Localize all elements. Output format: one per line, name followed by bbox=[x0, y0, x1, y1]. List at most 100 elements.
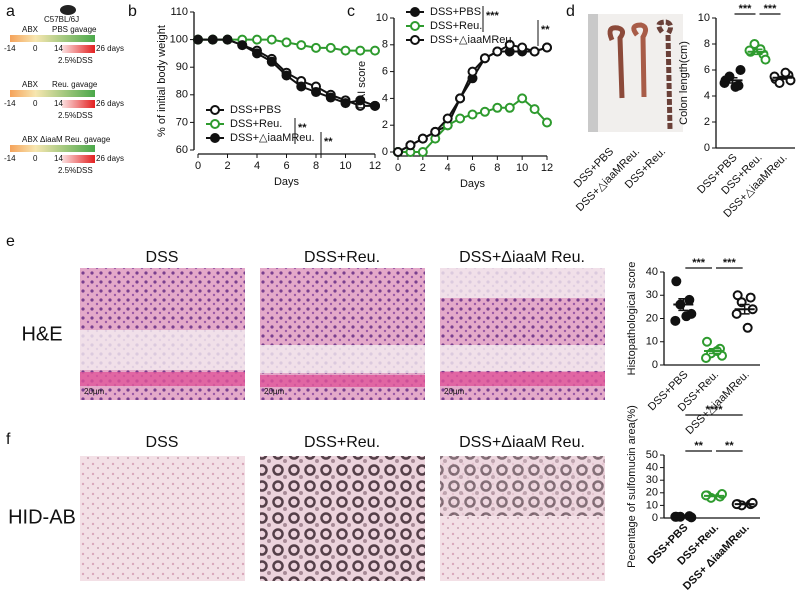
timeline: 14 bbox=[54, 154, 63, 163]
y-tick-label: 60 bbox=[176, 144, 188, 156]
timeline: 26 days bbox=[96, 154, 124, 163]
hid-image bbox=[80, 456, 245, 581]
data-point bbox=[252, 34, 262, 45]
data-point bbox=[671, 276, 682, 287]
data-point bbox=[430, 126, 441, 137]
y-tick-label: 4 bbox=[704, 90, 710, 102]
column-title: DSS+Reu. bbox=[304, 434, 380, 451]
gavage: PBS gavage bbox=[52, 25, 97, 34]
data-point bbox=[780, 67, 791, 78]
data-point bbox=[325, 42, 336, 53]
comparison-label: *** bbox=[764, 3, 778, 15]
legend-label: DSS+PBS bbox=[430, 6, 481, 18]
data-point bbox=[479, 106, 490, 117]
row-label: H&E bbox=[21, 323, 62, 345]
timeline: 0 bbox=[33, 154, 38, 163]
colon-photo: DSS+PBS DSS+△iaaMReu. DSS+Reu. bbox=[572, 14, 683, 214]
data-point bbox=[744, 45, 755, 56]
error-bar bbox=[678, 515, 689, 518]
y-tick-label: 10 bbox=[376, 12, 388, 24]
legend-marker bbox=[210, 133, 220, 143]
data-point bbox=[266, 34, 277, 45]
timeline-bar bbox=[10, 35, 95, 42]
timeline: 14 bbox=[54, 44, 63, 53]
data-point bbox=[492, 102, 503, 113]
data-point bbox=[281, 70, 292, 81]
y-tick-label: 10 bbox=[646, 499, 658, 511]
series-line bbox=[398, 97, 548, 153]
legend-marker bbox=[210, 119, 220, 129]
data-point bbox=[455, 113, 466, 124]
panel-letter: e bbox=[6, 233, 15, 250]
data-point bbox=[529, 46, 540, 57]
error-bar bbox=[739, 303, 750, 315]
mouse-icon bbox=[60, 5, 76, 15]
data-point bbox=[749, 39, 760, 49]
data-point bbox=[417, 147, 428, 157]
error-bar bbox=[727, 77, 738, 84]
y-tick-label: 20 bbox=[646, 487, 658, 499]
scale-label: 20μm bbox=[264, 387, 285, 396]
column-title: DSS+ΔiaaM Reu. bbox=[459, 434, 585, 451]
comparison-label: ** bbox=[694, 440, 703, 452]
error-bar bbox=[709, 494, 719, 498]
x-axis-label: Days bbox=[274, 176, 300, 188]
x-tick-label: 12 bbox=[369, 160, 381, 172]
data-point bbox=[417, 133, 428, 144]
data-point bbox=[237, 40, 248, 51]
data-point bbox=[504, 102, 515, 113]
legend-label: DSS+△iaaMReu. bbox=[430, 34, 515, 46]
data-point bbox=[702, 336, 712, 347]
y-tick-label: 8 bbox=[704, 38, 710, 50]
y-axis-label: Colon length(cm) bbox=[678, 41, 690, 125]
y-tick-label: 20 bbox=[646, 312, 658, 324]
y-tick-label: 70 bbox=[176, 116, 188, 128]
dss-bar bbox=[62, 45, 95, 53]
data-point bbox=[542, 42, 552, 53]
data-point bbox=[340, 45, 351, 56]
data-point bbox=[701, 353, 711, 364]
dss-bar bbox=[62, 155, 95, 163]
data-point bbox=[467, 66, 478, 77]
y-axis-label: % of initial body weight bbox=[156, 25, 168, 137]
data-point bbox=[684, 294, 695, 305]
timeline: -14 bbox=[4, 44, 16, 53]
schematic-row: ABX ΔiaaM Reu. gavage -14 0 14 26 days 2… bbox=[4, 135, 124, 175]
gavage: ΔiaaM Reu. gavage bbox=[40, 135, 111, 144]
data-point bbox=[296, 81, 307, 92]
y-tick-label: 40 bbox=[646, 266, 658, 278]
timeline: 26 days bbox=[96, 44, 124, 53]
dss: 2.5%DSS bbox=[58, 111, 93, 120]
dss: 2.5%DSS bbox=[58, 166, 93, 175]
data-point bbox=[760, 54, 771, 65]
column-title: DSS+ΔiaaM Reu. bbox=[459, 249, 585, 266]
data-point bbox=[393, 147, 403, 157]
panel-letter: b bbox=[128, 3, 137, 20]
data-point bbox=[193, 34, 203, 45]
hid-image bbox=[440, 456, 605, 581]
x-tick-label: 4 bbox=[445, 162, 451, 174]
y-tick-label: 2 bbox=[382, 119, 388, 131]
y-tick-label: 0 bbox=[704, 142, 710, 154]
y-tick-label: 30 bbox=[646, 289, 658, 301]
annotation: ** bbox=[324, 136, 333, 148]
y-tick-label: 6 bbox=[382, 66, 388, 78]
data-point bbox=[517, 93, 528, 104]
column-title: DSS bbox=[146, 249, 179, 266]
annotation: *** bbox=[486, 10, 500, 22]
panel-letter: d bbox=[566, 3, 575, 20]
column-title: DSS+Reu. bbox=[304, 249, 380, 266]
scale-label: 20μm bbox=[84, 387, 105, 396]
x-tick-label: 4 bbox=[254, 160, 260, 172]
legend-label: DSS+PBS bbox=[230, 104, 281, 116]
legend-marker bbox=[410, 35, 420, 45]
x-axis-label: Days bbox=[460, 178, 486, 190]
he-image: 20μm bbox=[80, 268, 245, 400]
error-bar bbox=[739, 503, 750, 506]
data-point bbox=[492, 46, 503, 57]
data-point bbox=[207, 34, 218, 45]
x-tick-label: 10 bbox=[516, 162, 528, 174]
data-point bbox=[266, 56, 277, 67]
y-tick-label: 6 bbox=[704, 64, 710, 76]
